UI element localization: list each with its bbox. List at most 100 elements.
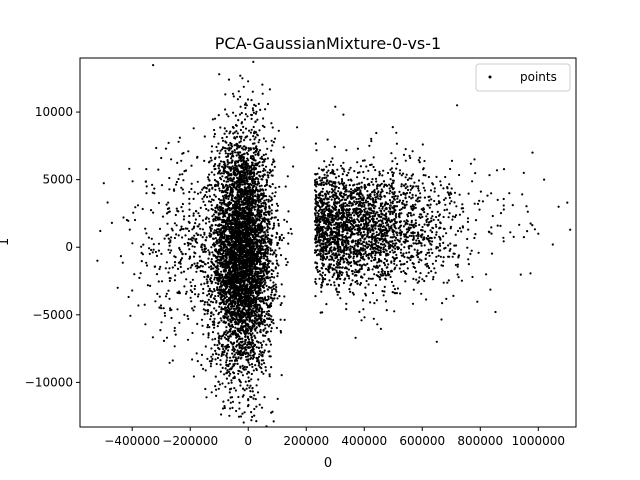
data-point (270, 163, 274, 166)
data-point (239, 144, 242, 148)
data-point (227, 382, 230, 385)
data-point (193, 234, 196, 237)
data-point (270, 366, 273, 369)
data-point (220, 337, 223, 340)
data-point (252, 298, 255, 302)
data-point (273, 165, 276, 168)
data-point (260, 300, 263, 303)
data-point (243, 175, 246, 178)
data-point (259, 170, 262, 173)
data-point (234, 267, 237, 271)
data-point (236, 151, 239, 154)
data-point (218, 288, 221, 291)
data-point (222, 288, 225, 292)
data-point (278, 247, 281, 250)
data-point (230, 187, 233, 191)
data-point (235, 345, 238, 348)
data-point (244, 340, 247, 343)
data-point (271, 192, 274, 195)
data-point (269, 355, 272, 358)
data-point (234, 323, 237, 326)
data-point (220, 306, 223, 309)
data-point (206, 294, 209, 297)
data-point (228, 146, 231, 149)
data-point (262, 340, 265, 343)
data-point (251, 157, 254, 160)
data-point (267, 174, 270, 177)
data-point (213, 117, 217, 120)
data-point (233, 288, 236, 292)
data-point (231, 348, 234, 351)
data-point (226, 352, 229, 355)
data-point (218, 187, 221, 190)
data-point (266, 323, 269, 326)
data-point (256, 235, 259, 238)
data-point (254, 214, 257, 217)
data-point (231, 323, 234, 326)
data-point (233, 375, 236, 378)
data-point (209, 200, 212, 203)
data-point (262, 175, 265, 178)
data-point (237, 159, 240, 162)
data-point (270, 275, 274, 278)
data-point (214, 156, 217, 159)
data-point (251, 177, 255, 180)
data-point (265, 284, 268, 287)
data-point (228, 209, 231, 212)
data-point (230, 196, 233, 200)
data-point (220, 319, 223, 322)
data-point (237, 372, 240, 375)
data-point (216, 356, 219, 360)
data-point (246, 213, 250, 216)
data-point (209, 265, 212, 268)
data-point (225, 257, 228, 260)
data-point (243, 214, 246, 217)
data-point (258, 316, 261, 319)
data-point (237, 246, 240, 249)
data-point (223, 132, 226, 135)
data-point (223, 235, 226, 238)
data-point (248, 129, 251, 132)
data-point (232, 355, 235, 358)
data-point (218, 341, 221, 344)
data-point (209, 235, 212, 238)
data-point (217, 208, 220, 211)
data-point (220, 310, 223, 313)
data-point (247, 159, 250, 162)
data-point (242, 314, 245, 318)
data-point (214, 219, 217, 222)
data-point (255, 188, 258, 191)
data-point (211, 224, 214, 227)
data-point (242, 261, 245, 264)
data-point (249, 346, 252, 349)
data-point (275, 253, 278, 257)
data-point (213, 173, 216, 176)
data-point (224, 273, 227, 276)
data-point (227, 171, 230, 174)
data-point (228, 282, 231, 285)
data-point (224, 259, 227, 262)
data-point (272, 158, 275, 161)
data-point (260, 343, 263, 347)
data-point (259, 157, 262, 160)
data-point (228, 303, 231, 306)
data-point (252, 164, 255, 167)
data-point (231, 228, 234, 231)
data-point (280, 374, 283, 377)
data-point (231, 125, 234, 129)
data-point (250, 333, 253, 336)
data-point (274, 283, 277, 286)
data-point (215, 388, 218, 391)
data-point (239, 128, 242, 132)
data-point (221, 165, 224, 168)
data-point (221, 146, 225, 149)
data-point (248, 173, 251, 176)
data-point (264, 140, 267, 143)
data-point (247, 249, 250, 252)
data-point (203, 303, 206, 306)
data-point (210, 171, 213, 174)
data-point (270, 241, 273, 244)
data-point (249, 155, 253, 158)
data-point (247, 186, 250, 189)
